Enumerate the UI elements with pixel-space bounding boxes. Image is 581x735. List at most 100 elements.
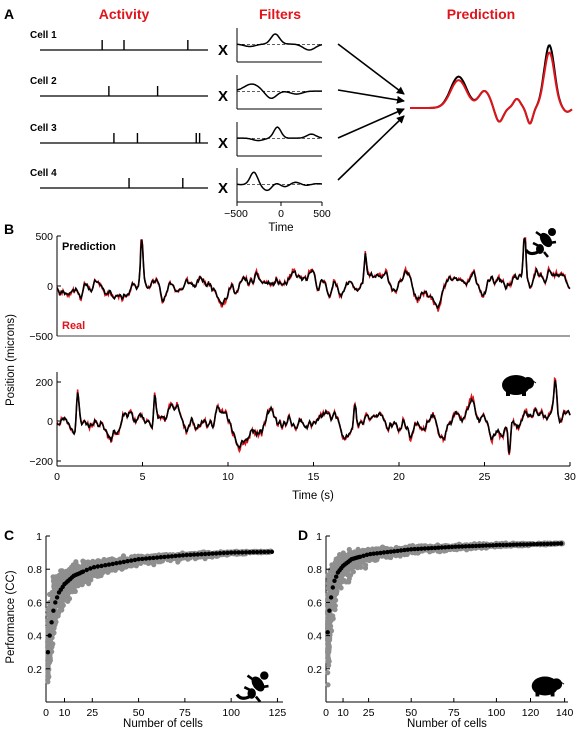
mean-point [91, 565, 97, 570]
scatter-point [51, 581, 57, 588]
mean-point [140, 556, 145, 562]
scatter-point [325, 656, 331, 663]
mean-point [357, 554, 363, 559]
mean-point [501, 542, 506, 548]
scatter-point [325, 617, 331, 623]
y-tick-label: 0.8 [307, 564, 322, 576]
scatter-point [46, 674, 52, 680]
mean-point [555, 541, 560, 546]
x-tick-label: 0 [323, 707, 329, 719]
mean-point [467, 544, 472, 549]
scatter-point [325, 670, 331, 676]
scatter-point [333, 559, 339, 565]
y-tick-label: 0.6 [307, 597, 322, 609]
mean-point [162, 554, 167, 560]
panel-d-scatter [325, 540, 566, 688]
filter-tick-neg500: −500 [224, 208, 248, 220]
scatter-point [351, 562, 358, 568]
converging-arrows [337, 43, 405, 181]
scatter-point [339, 571, 345, 577]
mean-point [258, 549, 263, 555]
scatter-point [50, 596, 56, 602]
filters-header: Filters [259, 6, 301, 22]
scatter-point [79, 580, 85, 586]
mean-point [214, 551, 219, 556]
time-xlabel: Time (s) [292, 490, 334, 502]
panel-c: C Performance (CC) 1 0.8 0.6 0.4 0.2 0 10 25 50… [4, 527, 286, 730]
mean-point [221, 550, 226, 556]
mean-point [121, 559, 127, 565]
gecko-icon [524, 226, 558, 259]
scatter-point [53, 586, 59, 592]
scatter-point [355, 546, 361, 553]
mean-point [240, 550, 245, 555]
mean-point [54, 595, 60, 600]
mean-point [518, 542, 523, 547]
panel-d-y-ticks: 1 0.8 0.6 0.4 0.2 [307, 531, 330, 676]
scatter-point [326, 662, 332, 669]
filter-curve [236, 33, 323, 51]
scatter-point [56, 572, 62, 578]
mean-point [229, 550, 234, 555]
mean-point [95, 564, 101, 569]
mean-point [409, 547, 414, 552]
mean-point [477, 543, 482, 548]
scatter-point [91, 569, 97, 576]
mean-point [129, 558, 134, 563]
x-tick-label: 120 [522, 707, 540, 719]
scatter-point [59, 606, 65, 612]
mean-point [364, 552, 370, 557]
multiply-symbol: X [218, 42, 228, 59]
time-tick-label: 10 [222, 471, 234, 483]
mean-point [266, 549, 271, 554]
mean-point [80, 569, 86, 574]
mean-point [381, 550, 387, 555]
legend-prediction: Prediction [62, 241, 116, 253]
mean-point [173, 553, 178, 559]
y-tick-label: 1 [316, 531, 322, 543]
mean-point [236, 550, 241, 555]
panel-letter-c: C [4, 527, 14, 543]
mean-point [432, 545, 438, 551]
mean-point [180, 553, 186, 558]
x-tick-label: 75 [448, 707, 460, 719]
mean-point [415, 546, 421, 552]
mean-point [132, 557, 138, 563]
panel-c-y-ticks: 1 0.8 0.6 0.4 0.2 [27, 531, 50, 676]
mean-point [473, 543, 479, 549]
mean-point [538, 541, 543, 547]
mean-point [419, 546, 424, 551]
mean-point [158, 555, 163, 560]
mean-point [460, 544, 465, 549]
panel-c-x-ticks: 0 10 25 50 75 100 125 [43, 698, 286, 719]
position-ylabel: Position (microns) [5, 314, 17, 406]
scatter-point [45, 666, 51, 672]
mean-point [374, 551, 380, 556]
mean-point [443, 545, 448, 550]
multiply-symbol: X [218, 88, 228, 105]
mean-point [456, 544, 462, 549]
trace-bottom-real [56, 376, 571, 456]
scatter-point [325, 572, 331, 578]
filter-tick-0: 0 [278, 208, 284, 220]
scatter-point [325, 622, 331, 628]
cell-activity-rows: Cell 1 X Cell 2 X Cell 3 X Cell 4 X [30, 30, 228, 197]
x-tick-label: 125 [269, 707, 287, 719]
bottom-ytick-0: 0 [47, 416, 53, 428]
panel-letter-a: A [4, 6, 14, 22]
mean-point [463, 544, 468, 549]
cell-label: Cell 4 [30, 168, 57, 179]
filter-curve [236, 171, 323, 192]
scatter-point [348, 550, 354, 556]
filter-xlabel: Time [268, 222, 293, 234]
mean-point [490, 543, 496, 548]
panel-d: D 1 0.8 0.6 0.4 0.2 0 10 25 50 75 100 120 140 Numbe… [298, 527, 574, 730]
mean-point [332, 578, 337, 583]
scatter-point [329, 562, 335, 568]
y-tick-label: 0.2 [27, 664, 42, 676]
scatter-point [45, 662, 51, 669]
mean-point [191, 552, 197, 557]
mean-point [402, 547, 407, 553]
mean-point [188, 552, 193, 557]
mean-point [225, 550, 230, 555]
